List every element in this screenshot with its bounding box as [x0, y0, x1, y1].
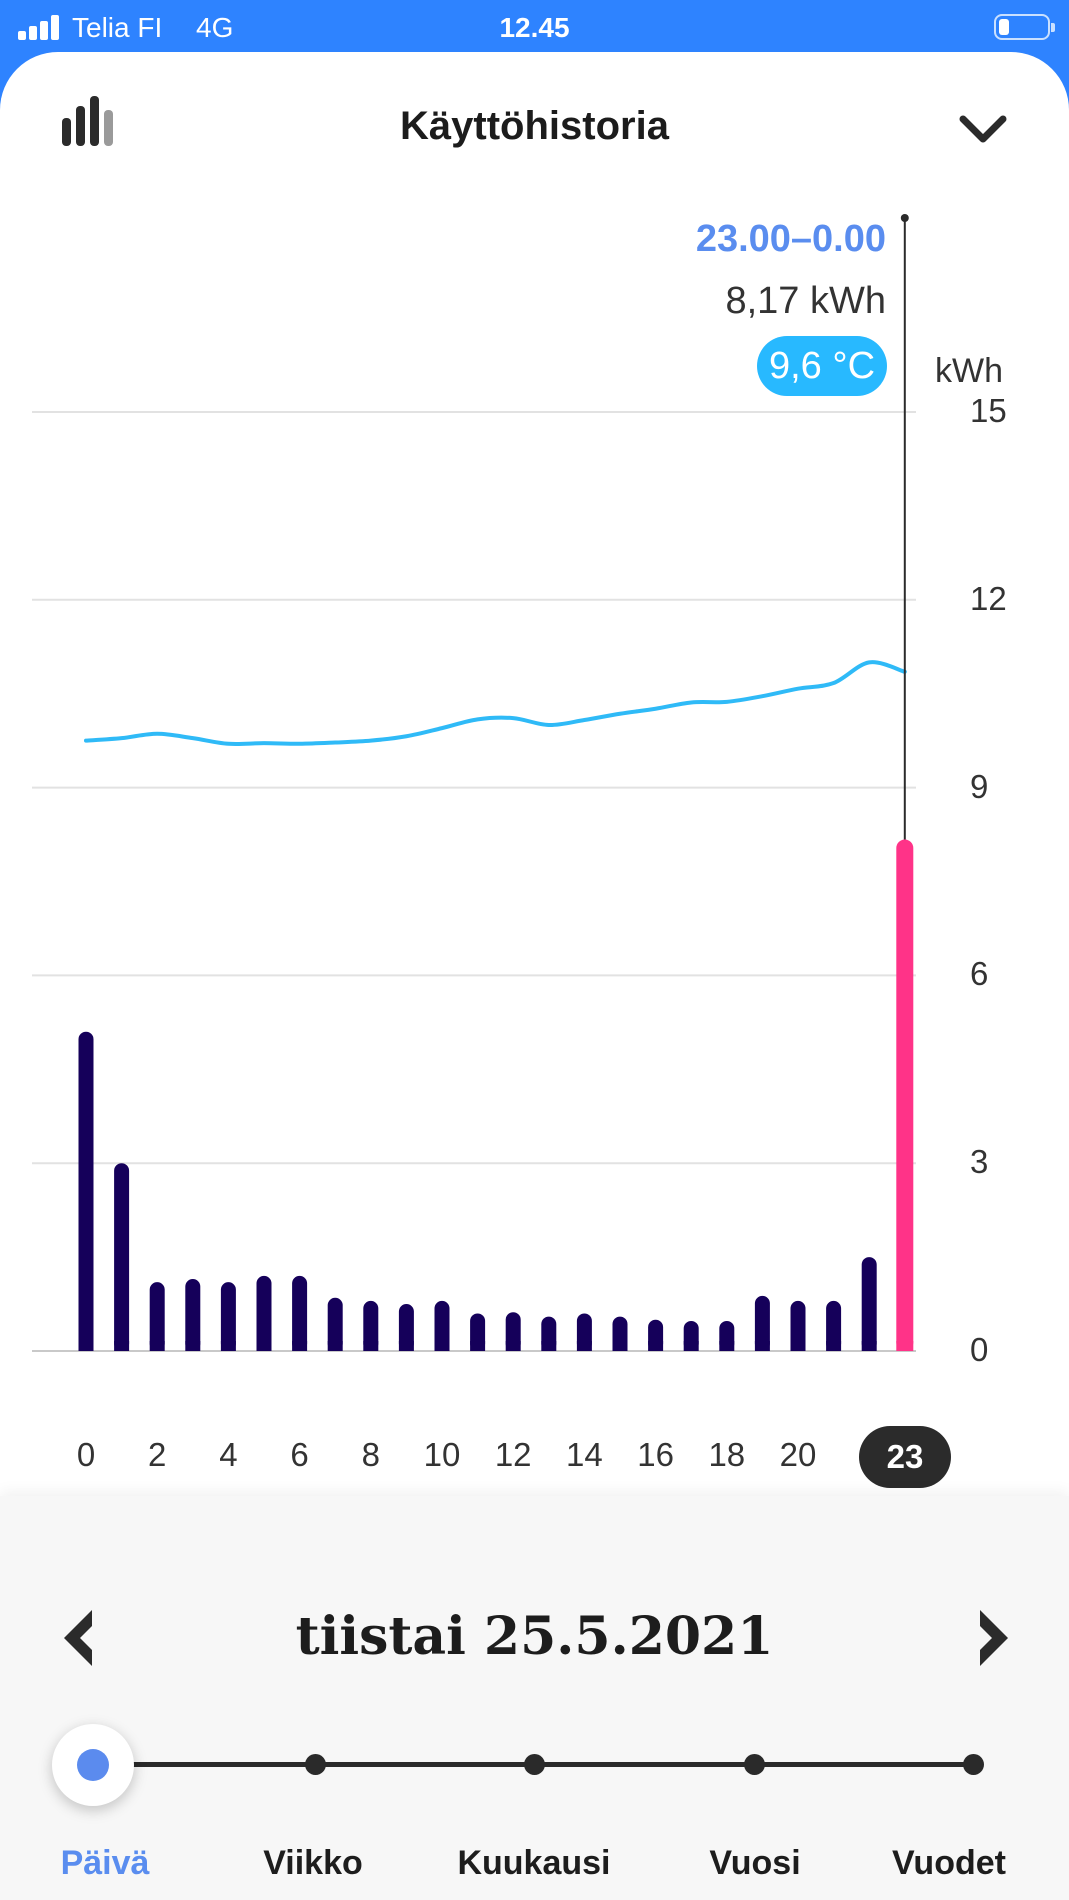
bar-base	[327, 1341, 343, 1351]
x-tick-label: 8	[361, 1436, 380, 1473]
x-tick-label: 18	[708, 1436, 746, 1473]
range-option-vuodet[interactable]: Vuodet	[892, 1844, 1006, 1882]
bar-base	[505, 1341, 521, 1351]
selected-hour-badge[interactable]: 23	[859, 1426, 951, 1488]
chevron-down-icon[interactable]	[958, 114, 1008, 146]
carrier-name: Telia FI	[72, 12, 163, 43]
y-tick-label: 3	[970, 1143, 989, 1181]
bar-base	[149, 1341, 165, 1351]
tooltip-time-range: 23.00–0.00	[695, 218, 886, 260]
usage-bar	[256, 1275, 272, 1351]
usage-bar	[363, 1300, 379, 1351]
x-tick-label: 12	[494, 1436, 532, 1473]
bar-base	[398, 1341, 414, 1351]
usage-bar	[754, 1295, 770, 1351]
bar-base	[78, 1341, 94, 1351]
x-tick-label: 10	[423, 1436, 461, 1473]
date-range-panel: tiistai 25.5.2021 Päivä Viikko Kuukausi …	[0, 1496, 1069, 1900]
range-option-paiva[interactable]: Päivä	[60, 1844, 150, 1882]
bar-base	[648, 1341, 664, 1351]
page-title: Käyttöhistoria	[400, 104, 669, 148]
selected-date: tiistai 25.5.2021	[295, 1606, 774, 1667]
x-tick-label: 4	[219, 1436, 238, 1473]
bar-base	[719, 1341, 735, 1351]
usage-bar	[220, 1282, 236, 1351]
cursor-dot	[900, 214, 909, 222]
bar-base	[576, 1341, 592, 1351]
usage-bar	[398, 1304, 414, 1351]
bar-base	[292, 1341, 308, 1351]
range-stop-vuodet[interactable]	[963, 1754, 984, 1775]
bar-base	[826, 1341, 842, 1351]
usage-bar	[78, 1031, 94, 1351]
range-stop-vuosi[interactable]	[744, 1754, 765, 1775]
x-tick-label: 20	[779, 1436, 817, 1473]
y-tick-label: 15	[970, 392, 1007, 429]
status-bar: Telia FI 4G 12.45	[0, 0, 1069, 54]
x-tick-label: 16	[637, 1436, 674, 1473]
range-stop-kuukausi[interactable]	[524, 1754, 545, 1775]
usage-chart[interactable]	[0, 52, 1069, 1502]
selected-bar	[896, 839, 914, 1351]
y-axis-unit: kWh	[935, 352, 1003, 390]
bar-base	[612, 1341, 628, 1351]
chevron-left-icon[interactable]	[56, 1606, 106, 1670]
status-time: 12.45	[499, 12, 570, 43]
usage-history-sheet: Käyttöhistoria 23.00–0.00 8,17 kWh 9,6 °…	[0, 52, 1069, 1900]
bar-base	[256, 1341, 272, 1351]
usage-bar	[327, 1297, 343, 1351]
y-tick-label: 9	[970, 767, 989, 805]
bar-base	[470, 1341, 486, 1351]
bar-base	[861, 1341, 877, 1351]
temperature-line	[84, 660, 907, 747]
y-tick-label: 12	[970, 579, 1007, 617]
usage-bar	[114, 1163, 130, 1351]
usage-bar	[790, 1300, 806, 1351]
x-tick-label: 14	[566, 1436, 603, 1473]
range-slider-knob[interactable]	[52, 1724, 134, 1806]
x-tick-label: 0	[76, 1436, 96, 1473]
bar-base	[114, 1341, 130, 1351]
bar-base	[434, 1341, 450, 1351]
range-option-vuosi[interactable]: Vuosi	[709, 1844, 801, 1882]
tooltip-consumption: 8,17 kWh	[725, 280, 886, 322]
bar-base	[754, 1341, 770, 1351]
usage-bar	[434, 1300, 450, 1351]
usage-bar	[292, 1275, 308, 1351]
bar-chart-icon[interactable]	[62, 96, 118, 146]
bar-base	[220, 1341, 236, 1351]
y-tick-label: 6	[970, 955, 989, 993]
bar-base	[896, 1341, 914, 1351]
bar-base	[185, 1341, 201, 1351]
chevron-right-icon[interactable]	[966, 1606, 1016, 1670]
usage-bar	[149, 1282, 165, 1351]
signal-strength-icon	[18, 14, 62, 40]
usage-bar	[861, 1257, 877, 1351]
x-tick-label: 2	[148, 1436, 167, 1473]
bar-base	[363, 1341, 379, 1351]
range-stop-viikko[interactable]	[305, 1754, 326, 1775]
usage-bar	[826, 1300, 842, 1351]
tooltip-temperature-badge: 9,6 °C	[757, 336, 887, 396]
battery-icon	[994, 14, 1055, 40]
y-tick-label: 0	[970, 1331, 989, 1368]
network-type: 4G	[196, 12, 234, 43]
usage-bar	[185, 1279, 201, 1351]
range-option-viikko[interactable]: Viikko	[263, 1844, 363, 1882]
bar-base	[790, 1341, 806, 1351]
bar-base	[541, 1341, 557, 1351]
range-option-kuukausi[interactable]: Kuukausi	[457, 1844, 611, 1882]
bar-base	[683, 1341, 699, 1351]
x-tick-label: 6	[290, 1436, 309, 1473]
